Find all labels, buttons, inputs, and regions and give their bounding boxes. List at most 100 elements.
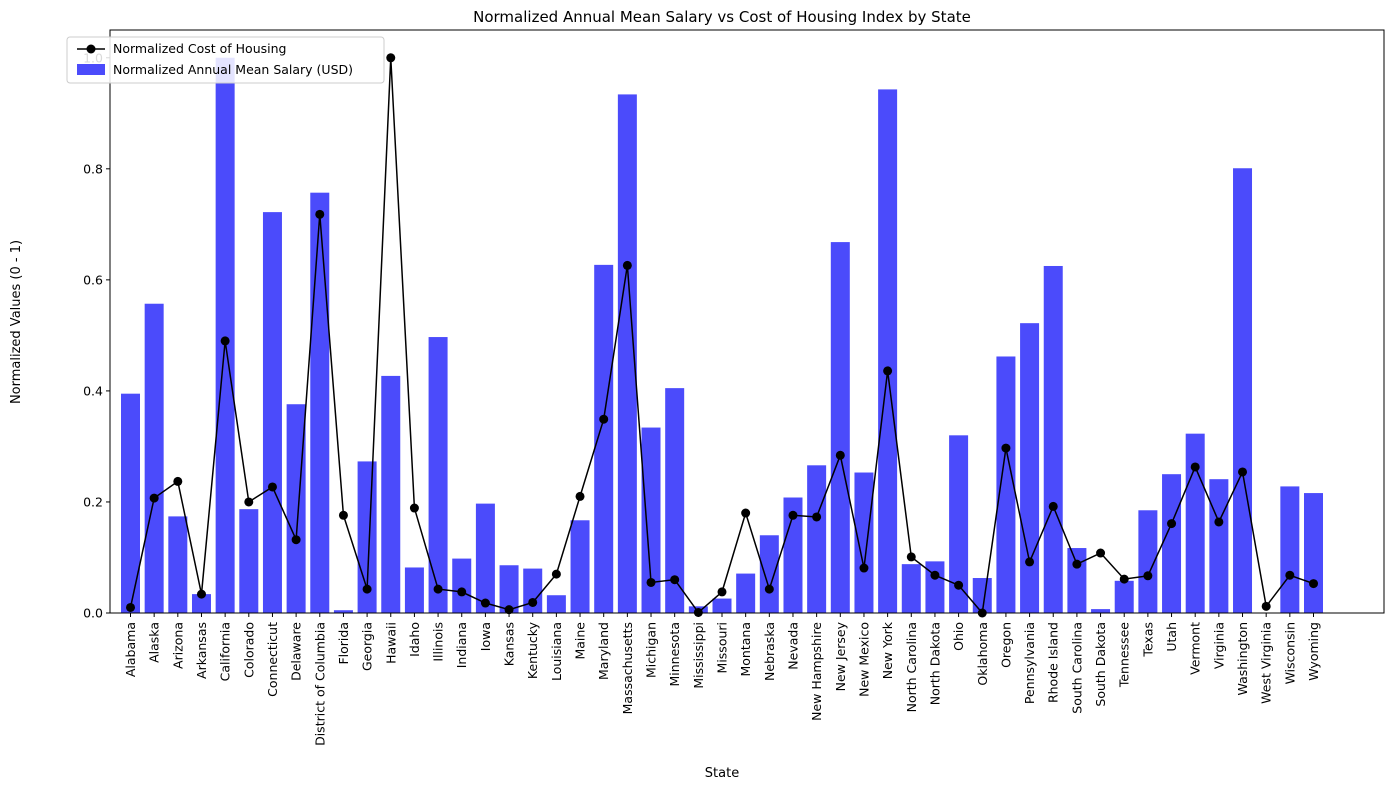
- housing-point-new-york: [883, 366, 893, 376]
- bar-new-hampshire: [807, 465, 827, 613]
- x-tick-label: Tennessee: [1117, 622, 1132, 688]
- housing-point-california: [220, 336, 230, 346]
- bar-texas: [1138, 510, 1158, 613]
- housing-point-wyoming: [1309, 579, 1318, 589]
- housing-point-nebraska: [764, 584, 774, 594]
- bar-hawaii: [381, 375, 401, 613]
- legend-bar-swatch: [77, 64, 105, 75]
- housing-point-maine: [575, 491, 585, 501]
- bar-ohio: [949, 435, 969, 613]
- housing-point-colorado: [244, 497, 254, 507]
- bar-colorado: [239, 509, 259, 613]
- bar-vermont: [1185, 433, 1205, 613]
- bar-oregon: [996, 356, 1016, 613]
- housing-point-missouri: [717, 587, 727, 597]
- x-tick-label: Alaska: [147, 622, 162, 663]
- x-tick-label: Montana: [738, 622, 753, 677]
- bar-new-mexico: [854, 472, 874, 613]
- x-tick-label: Illinois: [431, 622, 446, 662]
- x-tick-label: South Dakota: [1093, 622, 1108, 707]
- x-ticks: Alabama Alaska Arizona Arkansas California Co…: [123, 613, 1321, 746]
- bar-virginia: [1209, 479, 1229, 613]
- housing-point-idaho: [409, 503, 419, 513]
- housing-point-oregon: [1001, 443, 1011, 453]
- x-axis-label: State: [705, 766, 739, 781]
- bar-louisiana: [546, 595, 566, 613]
- housing-point-arizona: [173, 476, 183, 486]
- legend-line-marker: [86, 44, 96, 54]
- x-tick-label: West Virginia: [1259, 622, 1274, 704]
- x-tick-label: Nevada: [785, 622, 800, 670]
- bar-kansas: [499, 565, 519, 613]
- x-tick-label: Oregon: [998, 622, 1013, 668]
- housing-point-florida: [338, 510, 348, 520]
- housing-point-arkansas: [196, 589, 206, 599]
- housing-point-mississippi: [693, 607, 703, 617]
- x-tick-label: Washington: [1235, 622, 1250, 695]
- x-tick-label: Maine: [573, 622, 588, 660]
- x-tick-label: District of Columbia: [312, 622, 327, 746]
- housing-point-washington: [1238, 467, 1248, 477]
- x-tick-label: Florida: [336, 622, 351, 665]
- y-ticks: 0.00.20.40.60.81.0: [83, 50, 110, 621]
- bar-maryland: [594, 264, 614, 613]
- x-tick-label: Pennsylvania: [1022, 622, 1037, 704]
- housing-point-louisiana: [551, 569, 561, 579]
- housing-point-alaska: [149, 493, 159, 503]
- x-tick-label: New Mexico: [856, 622, 871, 697]
- x-tick-label: Ohio: [951, 622, 966, 651]
- x-tick-label: Massachusetts: [620, 622, 635, 714]
- x-tick-label: North Carolina: [904, 622, 919, 712]
- housing-point-pennsylvania: [1025, 557, 1035, 567]
- y-tick-label: 0.2: [83, 494, 103, 509]
- bar-tennessee: [1114, 580, 1134, 613]
- x-tick-label: Michigan: [644, 622, 659, 678]
- housing-point-vermont: [1190, 462, 1200, 472]
- housing-point-kentucky: [528, 597, 538, 607]
- bar-idaho: [404, 567, 424, 613]
- chart-title: Normalized Annual Mean Salary vs Cost of…: [473, 8, 971, 26]
- x-tick-label: Mississippi: [691, 622, 706, 689]
- bar-michigan: [641, 427, 661, 613]
- x-tick-label: New Jersey: [833, 621, 848, 691]
- x-tick-label: Kentucky: [525, 621, 540, 679]
- axes-layer: [109, 29, 1385, 614]
- bar-maine: [570, 520, 590, 613]
- x-tick-label: Virginia: [1211, 622, 1226, 669]
- housing-point-wisconsin: [1285, 570, 1295, 580]
- housing-point-nevada: [788, 510, 798, 520]
- y-tick-label: 0.6: [83, 272, 103, 287]
- x-tick-label: Idaho: [407, 622, 422, 657]
- housing-point-minnesota: [670, 575, 680, 585]
- bar-rhode-island: [1043, 265, 1063, 613]
- bar-arkansas: [191, 594, 211, 613]
- x-tick-label: Indiana: [454, 622, 469, 668]
- bar-nevada: [783, 497, 803, 613]
- x-tick-label: Minnesota: [667, 622, 682, 687]
- x-tick-label: New York: [880, 621, 895, 679]
- bar-alabama: [121, 393, 140, 613]
- housing-point-north-carolina: [906, 552, 916, 562]
- housing-point-michigan: [646, 577, 656, 587]
- y-tick-label: 0.8: [83, 161, 103, 176]
- x-tick-label: Vermont: [1188, 622, 1203, 675]
- x-tick-label: Alabama: [123, 622, 138, 677]
- x-tick-label: Oklahoma: [975, 622, 990, 686]
- bar-district-of-columbia: [310, 192, 330, 613]
- bar-south-carolina: [1067, 548, 1087, 613]
- x-tick-label: Louisiana: [549, 622, 564, 681]
- housing-point-south-carolina: [1072, 559, 1082, 569]
- bar-south-dakota: [1091, 609, 1111, 613]
- x-tick-label: Iowa: [478, 622, 493, 651]
- bar-connecticut: [262, 212, 282, 613]
- housing-point-utah: [1167, 519, 1177, 529]
- x-tick-label: Rhode Island: [1046, 622, 1061, 703]
- housing-cost-line: [129, 57, 1314, 615]
- housing-point-delaware: [291, 535, 301, 545]
- housing-point-hawaii: [386, 53, 396, 63]
- housing-point-montana: [741, 508, 751, 518]
- bar-new-york: [878, 89, 898, 613]
- x-tick-label: Arkansas: [194, 622, 209, 679]
- bar-illinois: [428, 337, 448, 613]
